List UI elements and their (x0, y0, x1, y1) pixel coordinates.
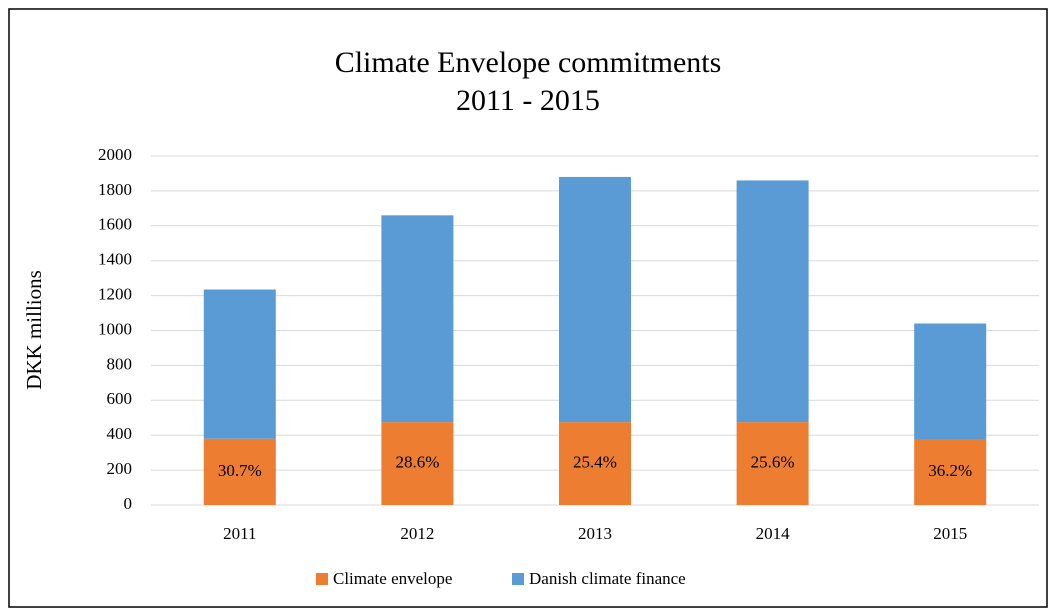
y-tick-label: 1200 (98, 285, 132, 304)
x-tick-label: 2015 (933, 524, 967, 543)
segment-label: 28.6% (395, 452, 439, 471)
legend-swatch (316, 573, 328, 585)
bar-segment (736, 422, 809, 505)
y-tick-label: 200 (107, 459, 133, 478)
bar-segment (559, 176, 631, 423)
legend-label: Climate envelope (333, 569, 452, 588)
legend-swatch (512, 573, 524, 585)
chart-title: Climate Envelope commitments (335, 46, 722, 79)
x-tick-label: 2012 (400, 524, 434, 543)
x-tick-label: 2014 (756, 524, 791, 543)
y-tick-label: 2000 (98, 145, 132, 164)
y-tick-label: 800 (107, 354, 133, 373)
y-tick-label: 1000 (98, 319, 132, 338)
y-tick-label: 600 (107, 389, 133, 408)
y-tick-label: 1600 (98, 215, 132, 234)
bar-segment (203, 289, 276, 439)
y-tick-label: 1400 (98, 250, 132, 269)
x-tick-label: 2011 (223, 524, 256, 543)
bar-segment (914, 439, 987, 505)
bar-segment (914, 323, 987, 440)
bar-segment (736, 180, 809, 423)
segment-label: 30.7% (218, 461, 262, 480)
bar-segment (381, 422, 454, 505)
bar-segment (381, 215, 454, 423)
segment-label: 25.6% (751, 452, 795, 471)
y-tick-label: 0 (124, 494, 133, 513)
bar-segment (203, 438, 276, 505)
y-tick-label: 400 (107, 424, 133, 443)
segment-label: 25.4% (573, 452, 617, 471)
chart-subtitle: 2011 - 2015 (456, 84, 600, 117)
y-axis-label: DKK millions (22, 270, 46, 390)
x-tick-label: 2013 (578, 524, 612, 543)
y-tick-label: 1800 (98, 180, 132, 199)
legend-label: Danish climate finance (529, 569, 686, 588)
bar-segment (559, 422, 631, 505)
segment-label: 36.2% (928, 461, 972, 480)
chart-border (8, 8, 1048, 608)
